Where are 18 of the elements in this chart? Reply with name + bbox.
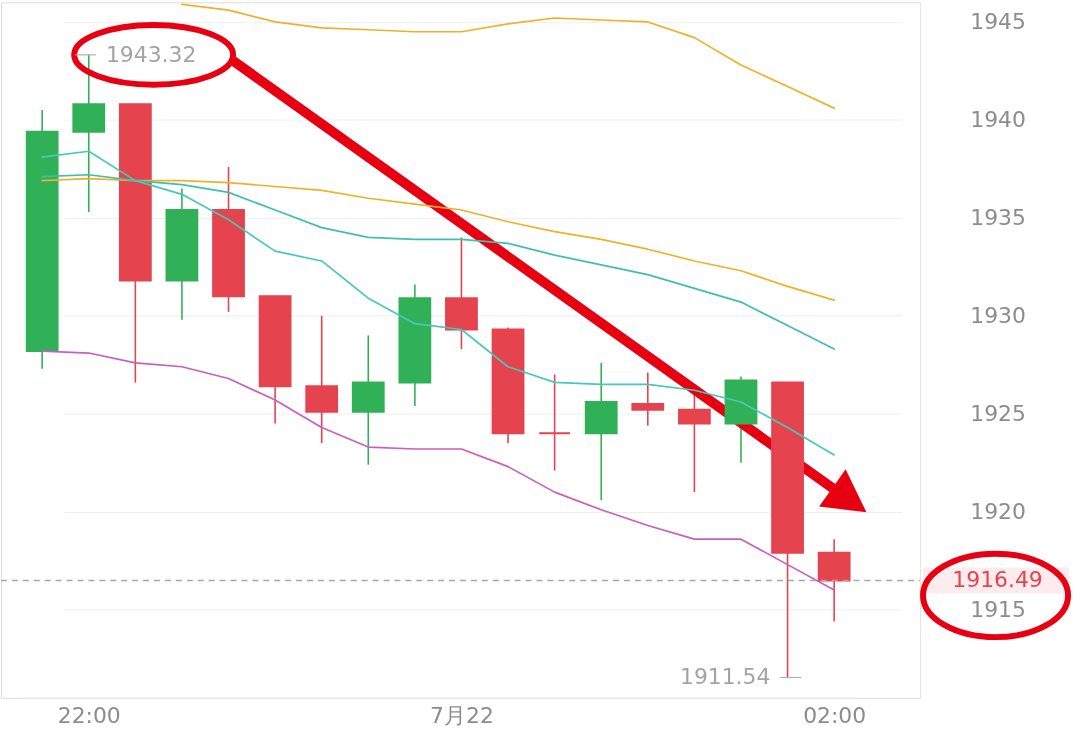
y-tick-label: 1935 [970, 205, 1026, 231]
y-tick-label: 1940 [970, 107, 1026, 133]
y-tick-label: 1945 [970, 9, 1026, 35]
line-series [41, 350, 835, 591]
candlestick [631, 371, 665, 427]
ref-line-label: 1916.49 [952, 567, 1043, 593]
y-tick-label: 1915 [970, 597, 1026, 623]
x-tick-label: 7月22 [430, 703, 494, 729]
line-series [41, 177, 835, 301]
x-tick-label: 22:00 [57, 703, 121, 729]
y-tick-label: 1930 [970, 303, 1026, 329]
line-series [41, 150, 835, 456]
annotation: 1911.54 [680, 664, 771, 690]
annotation: 1943.32 [105, 41, 197, 67]
candlestick [538, 373, 572, 472]
y-tick-label: 1920 [970, 499, 1026, 525]
x-tick-label: 02:00 [803, 703, 867, 729]
y-tick-label: 1925 [970, 401, 1026, 427]
